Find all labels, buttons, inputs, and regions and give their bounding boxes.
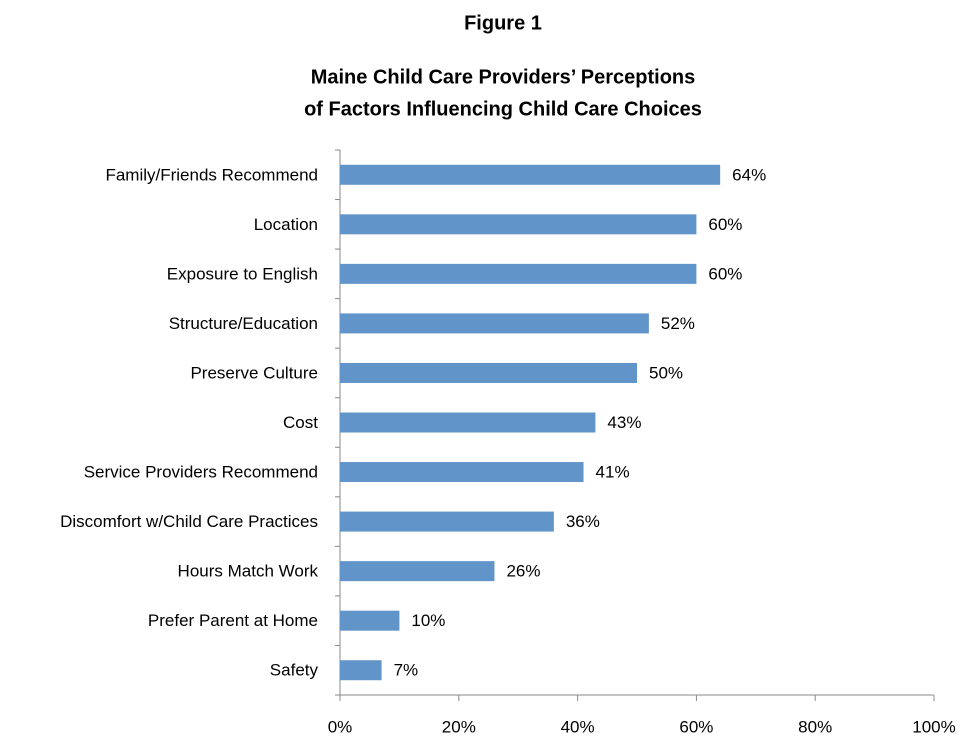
value-label: 10%: [411, 611, 445, 630]
bar: [340, 362, 637, 383]
value-label: 36%: [566, 512, 600, 531]
value-label: 50%: [649, 363, 683, 382]
y-tick-label: Cost: [283, 413, 318, 432]
y-tick-label: Service Providers Recommend: [84, 463, 318, 482]
y-tick-label: Exposure to English: [167, 264, 318, 283]
value-label: 43%: [607, 413, 641, 432]
value-label: 7%: [394, 661, 419, 680]
bar: [340, 610, 400, 631]
x-tick-label: 0%: [328, 717, 353, 736]
value-label: 41%: [596, 463, 630, 482]
bar: [340, 313, 649, 334]
bar: [340, 164, 721, 185]
chart-title: Maine Child Care Providers’ Perceptions: [311, 66, 696, 88]
x-tick-label: 20%: [442, 717, 476, 736]
chart-title: of Factors Influencing Child Care Choice…: [304, 98, 702, 120]
x-tick-label: 60%: [679, 717, 713, 736]
y-tick-label: Structure/Education: [169, 314, 318, 333]
value-label: 26%: [506, 562, 540, 581]
y-tick-label: Family/Friends Recommend: [105, 165, 318, 184]
x-tick-label: 80%: [798, 717, 832, 736]
figure-label: Figure 1: [464, 12, 542, 34]
bar: [340, 660, 382, 681]
x-tick-label: 100%: [912, 717, 955, 736]
y-tick-label: Hours Match Work: [178, 562, 319, 581]
y-tick-label: Prefer Parent at Home: [148, 611, 318, 630]
bar: [340, 511, 554, 532]
bar: [340, 214, 697, 235]
y-tick-label: Discomfort w/Child Care Practices: [60, 512, 318, 531]
value-label: 64%: [732, 165, 766, 184]
bar: [340, 561, 495, 582]
x-tick-label: 40%: [561, 717, 595, 736]
bar: [340, 462, 584, 483]
y-tick-label: Preserve Culture: [190, 363, 318, 382]
y-tick-label: Safety: [270, 661, 319, 680]
y-tick-label: Location: [254, 215, 318, 234]
value-label: 60%: [708, 264, 742, 283]
bar: [340, 263, 697, 284]
bar: [340, 412, 596, 433]
value-label: 60%: [708, 215, 742, 234]
value-label: 52%: [661, 314, 695, 333]
